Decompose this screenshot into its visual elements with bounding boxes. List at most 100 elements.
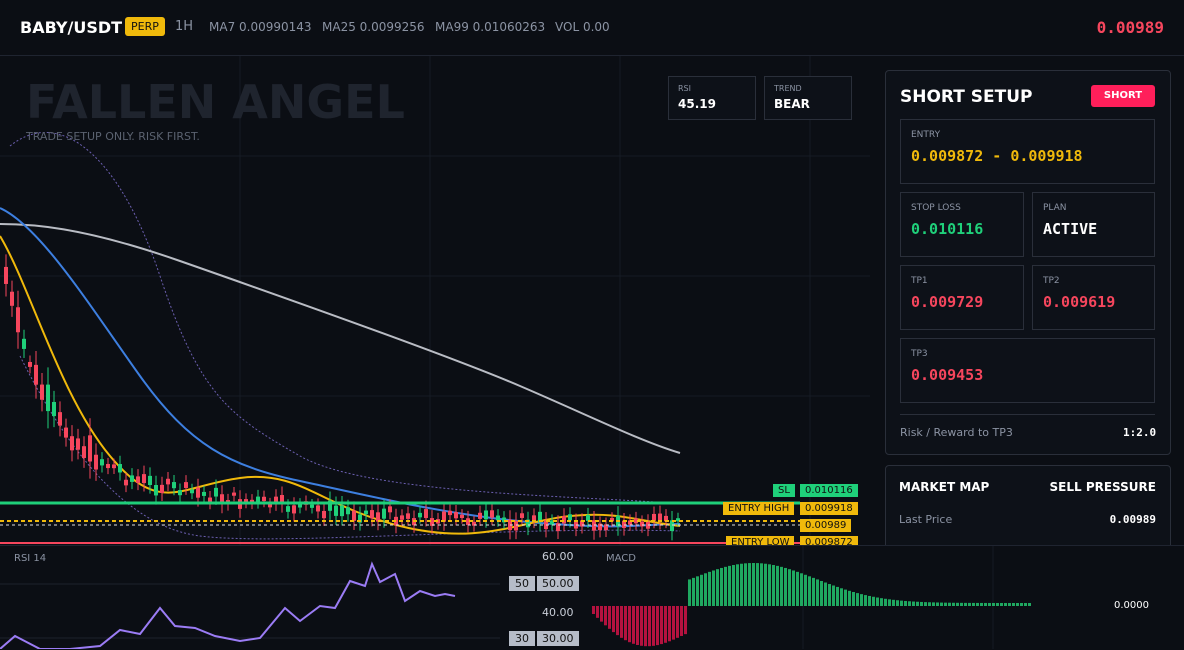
candle <box>232 492 236 496</box>
macd-bar <box>992 602 995 606</box>
macd-bar <box>796 571 799 606</box>
macd-bar <box>856 593 859 606</box>
macd-bar <box>792 570 795 606</box>
macd-bar <box>732 565 735 606</box>
trend-label: TREND <box>774 84 802 93</box>
macd-bar <box>828 584 831 606</box>
macd-bar <box>912 601 915 606</box>
candle <box>268 503 272 508</box>
macd-bar <box>624 606 627 641</box>
candle <box>16 307 20 333</box>
plan-card: PLAN ACTIVE <box>1032 192 1155 257</box>
macd-bar <box>880 598 883 606</box>
macd-bar <box>808 576 811 606</box>
macd-bar <box>720 567 723 606</box>
tp1-card: TP1 0.009729 <box>900 265 1024 330</box>
candle <box>46 384 50 412</box>
sl-card: STOP LOSS 0.010116 <box>900 192 1024 257</box>
macd-bar <box>976 602 979 606</box>
candle <box>370 510 374 519</box>
macd-bar <box>740 563 743 606</box>
macd-bar <box>716 569 719 606</box>
candle <box>322 510 326 519</box>
macd-bar <box>876 597 879 606</box>
rsi-tag50: 50 <box>509 576 535 591</box>
candle <box>634 518 638 524</box>
macd-title: MACD <box>606 553 636 564</box>
candle <box>64 427 68 438</box>
trend-value: BEAR <box>774 97 810 111</box>
candle <box>496 515 500 521</box>
tp1-label: TP1 <box>911 276 928 286</box>
market-map-status: SELL PRESSURE <box>1049 480 1156 494</box>
macd-bar <box>1020 602 1023 606</box>
macd-bar <box>776 565 779 606</box>
last-price-value: 0.00989 <box>1109 513 1156 526</box>
candle <box>10 291 14 306</box>
macd-bar <box>980 602 983 606</box>
tp3-label: TP3 <box>911 349 928 359</box>
vol: VOL 0.00 <box>555 20 610 34</box>
macd-bar <box>760 563 763 606</box>
macd-bar <box>920 601 923 606</box>
macd-bar <box>772 565 775 606</box>
macd-bar <box>908 601 911 606</box>
macd-bar <box>932 602 935 606</box>
macd-bar <box>672 606 675 640</box>
tp3-card: TP3 0.009453 <box>900 338 1155 403</box>
candle <box>676 518 680 522</box>
entry-low-tag: ENTRY LOW <box>726 536 795 546</box>
macd-bar <box>664 606 667 643</box>
candle <box>316 505 320 512</box>
plan-label: PLAN <box>1043 203 1067 213</box>
tp2-label: TP2 <box>1043 276 1060 286</box>
macd-bar <box>600 606 603 622</box>
macd-bar <box>836 586 839 606</box>
candle <box>478 512 482 519</box>
macd-bar <box>800 573 803 606</box>
side-button[interactable]: SHORT <box>1091 85 1155 107</box>
macd-bar <box>608 606 611 629</box>
market-map <box>885 465 1171 557</box>
candle <box>406 513 410 519</box>
candle <box>448 510 452 516</box>
trend-box: TREND BEAR <box>764 76 852 120</box>
macd-bar <box>804 574 807 606</box>
candle <box>550 520 554 525</box>
macd-bar <box>948 602 951 606</box>
tp1-value: 0.009729 <box>911 293 984 311</box>
candle <box>532 515 536 522</box>
rsi-v40: 40.00 <box>542 606 574 619</box>
macd-bar <box>1024 602 1027 606</box>
rsi-title: RSI 14 <box>14 553 47 564</box>
candle <box>22 338 26 349</box>
rr-label: Risk / Reward to TP3 <box>900 426 1013 439</box>
candle <box>454 512 458 519</box>
macd-bar <box>728 565 731 606</box>
candle <box>580 520 584 527</box>
candle <box>112 464 116 469</box>
rsi-box: RSI 45.19 <box>668 76 756 120</box>
macd-bar <box>900 600 903 606</box>
entry-low-price: 0.009872 <box>800 536 858 546</box>
macd-pane <box>592 546 1031 649</box>
header <box>0 0 1184 56</box>
macd-bar <box>964 602 967 606</box>
timeframe[interactable]: 1H <box>175 19 194 34</box>
entry-high-tag: ENTRY HIGH <box>723 502 795 515</box>
candle <box>172 482 176 489</box>
macd-bar <box>744 563 747 606</box>
macd-bar <box>724 566 727 606</box>
macd-bar <box>764 563 767 606</box>
rsi-label: RSI <box>678 84 691 93</box>
macd-bar <box>832 585 835 606</box>
candle <box>364 510 368 515</box>
candle <box>586 514 590 521</box>
candle <box>442 511 446 522</box>
candle <box>34 364 38 385</box>
macd-bar <box>632 606 635 644</box>
candle <box>40 384 44 400</box>
sl-value: 0.010116 <box>911 220 984 238</box>
candle <box>124 479 128 486</box>
macd-bar <box>1004 602 1007 606</box>
